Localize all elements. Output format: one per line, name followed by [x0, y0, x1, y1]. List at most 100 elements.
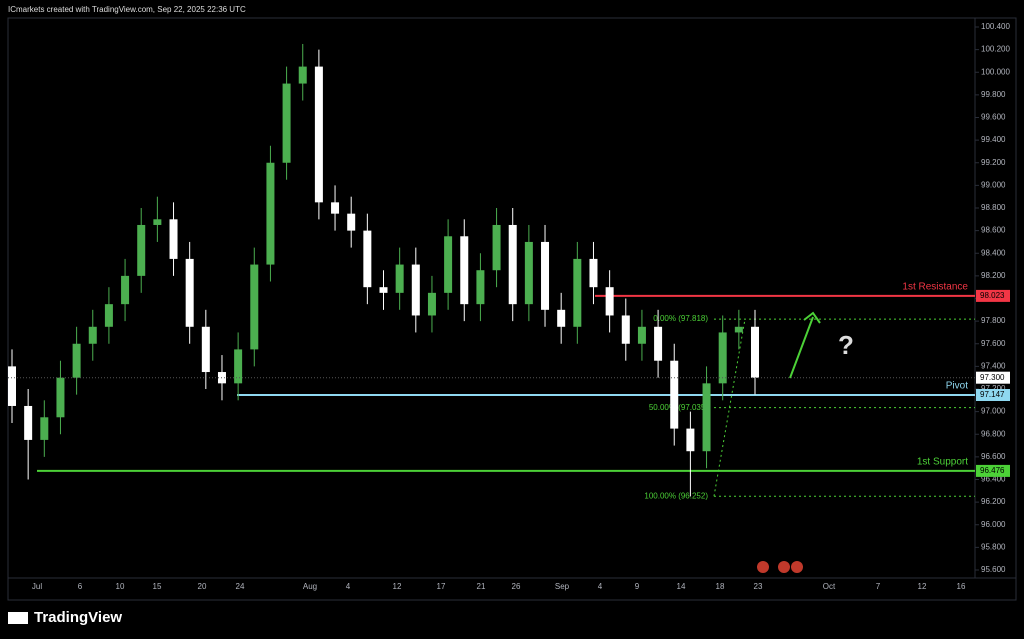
candle-body: [72, 343, 81, 378]
x-tick-label: 7: [876, 582, 881, 591]
price-tag-label: 98.023: [980, 291, 1005, 300]
y-tick-label: 96.000: [981, 520, 1006, 529]
x-tick-label: 23: [754, 582, 763, 591]
candle-body: [347, 213, 356, 231]
candle-body: [379, 287, 388, 293]
candle-body: [734, 326, 743, 333]
price-tag: [976, 371, 1010, 384]
y-tick-label: 99.400: [981, 135, 1006, 144]
y-tick-label: 98.800: [981, 203, 1006, 212]
candle-body: [476, 270, 485, 305]
candle-body: [266, 162, 275, 265]
candle-body: [153, 219, 162, 225]
y-tick-label: 98.200: [981, 271, 1006, 280]
candle-body: [621, 315, 630, 344]
header: ICmarkets created with TradingView.com, …: [8, 5, 246, 14]
x-tick-label: Sep: [555, 582, 570, 591]
candle-body: [185, 258, 194, 327]
x-tick-label: 24: [236, 582, 245, 591]
candle-body: [492, 224, 501, 271]
candle-body: [104, 304, 113, 327]
candle-body: [8, 366, 16, 406]
candle-body: [702, 383, 711, 452]
candle-body: [331, 202, 340, 214]
candle-body: [40, 417, 49, 440]
candle-body: [460, 236, 469, 305]
candle-body: [24, 405, 33, 440]
candle-body: [363, 230, 372, 288]
y-tick-label: 99.600: [981, 113, 1006, 122]
event-icon: [791, 561, 803, 573]
candle-body: [654, 326, 663, 361]
x-tick-label: 12: [393, 582, 402, 591]
candle-body: [686, 428, 695, 452]
y-tick-label: 100.400: [981, 22, 1010, 31]
price-tag-label: 97.147: [980, 390, 1005, 399]
y-tick-label: 100.000: [981, 67, 1010, 76]
x-tick-label: 15: [153, 582, 162, 591]
x-tick-label: 4: [346, 582, 351, 591]
fib-label: 100.00% (96.252): [644, 491, 708, 500]
candle-body: [201, 326, 210, 373]
y-tick-label: 98.600: [981, 226, 1006, 235]
footer-brand: TradingView: [34, 609, 122, 626]
x-tick-label: 9: [635, 582, 640, 591]
event-icon: [778, 561, 790, 573]
y-tick-label: 96.800: [981, 429, 1006, 438]
price-tag: [976, 388, 1010, 401]
candle-body: [314, 66, 323, 203]
x-tick-label: 6: [78, 582, 83, 591]
candle-body: [524, 241, 533, 305]
fib-label: 0.00% (97.818): [653, 314, 708, 323]
y-tick-label: 99.000: [981, 180, 1006, 189]
y-tick-label: 97.600: [981, 339, 1006, 348]
x-tick-label: 18: [716, 582, 725, 591]
x-tick-label: 10: [116, 582, 125, 591]
price-tag-label: 97.300: [980, 373, 1005, 382]
fib-label: 50.00% (97.035): [649, 403, 708, 412]
candle-body: [121, 275, 130, 305]
x-tick-label: Aug: [303, 582, 317, 591]
y-tick-label: 99.200: [981, 158, 1006, 167]
candle-body: [137, 224, 146, 276]
candle-body: [508, 224, 517, 305]
y-tick-label: 97.000: [981, 407, 1006, 416]
candle-body: [718, 332, 727, 384]
y-tick-label: 96.600: [981, 452, 1006, 461]
frame: [7, 17, 1017, 601]
logo-mark: [8, 612, 28, 624]
candle-body: [751, 326, 759, 378]
candle-body: [282, 83, 291, 163]
candle-body: [637, 326, 646, 344]
candle-body: [670, 360, 679, 429]
y-tick-label: 96.400: [981, 475, 1006, 484]
level-label: 1st Resistance: [902, 282, 968, 293]
candle-body: [444, 236, 453, 293]
x-tick-label: 17: [437, 582, 446, 591]
arrow: [789, 311, 821, 379]
y-tick-label: 97.400: [981, 361, 1006, 370]
candle-body: [573, 258, 582, 327]
x-tick-label: 21: [477, 582, 486, 591]
y-tick-label: 95.800: [981, 542, 1006, 551]
level-label: Pivot: [946, 381, 968, 392]
x-tick-label: 4: [598, 582, 603, 591]
x-tick-label: 26: [512, 582, 521, 591]
x-tick-label: 14: [677, 582, 686, 591]
price-tag: [976, 289, 1010, 302]
y-tick-label: 97.800: [981, 316, 1006, 325]
candle-body: [557, 309, 566, 327]
y-tick-label: 100.200: [981, 45, 1010, 54]
candle-body: [541, 241, 550, 310]
price-tag: [976, 464, 1010, 477]
y-tick-label: 97.200: [981, 384, 1006, 393]
candle-body: [56, 377, 65, 418]
candle-body: [88, 326, 97, 344]
candle-body: [298, 66, 307, 84]
candle-body: [234, 349, 243, 384]
x-tick-label: 12: [918, 582, 927, 591]
candle-body: [427, 292, 436, 316]
candle-body: [250, 264, 259, 350]
x-tick-label: Oct: [823, 582, 836, 591]
